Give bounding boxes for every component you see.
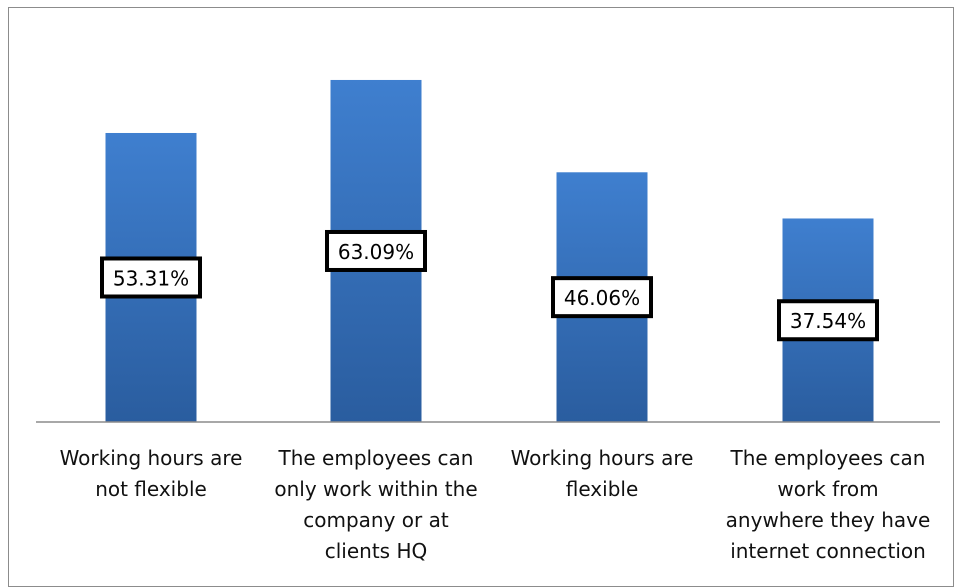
category-label-line: company or at [303, 508, 449, 532]
category-label-4: The employees can work from anywhere they … [715, 443, 941, 567]
data-label-1: 53.31% [100, 256, 202, 299]
data-label-box [777, 299, 879, 342]
data-label-text: 63.09% [338, 240, 414, 264]
data-label-text: 37.54% [790, 309, 866, 333]
category-label-line: internet connection [730, 539, 926, 563]
category-label-3: Working hours are flexible [489, 443, 715, 505]
data-label-3: 46.06% [551, 276, 653, 319]
category-label-2: The employees can only work within the com… [263, 443, 489, 567]
category-label-line: flexible [565, 477, 639, 501]
data-label-box [325, 229, 427, 272]
category-label-1: Working hours are not flexible [38, 443, 264, 505]
category-label-line: clients HQ [324, 539, 428, 563]
data-label-4: 37.54% [777, 299, 879, 342]
data-label-text: 53.31% [113, 266, 189, 290]
category-label-line: anywhere they have [725, 508, 931, 532]
category-label-line: only work within the [274, 477, 478, 501]
data-label-box [551, 276, 653, 319]
data-label-box [100, 256, 202, 299]
data-label-text: 46.06% [564, 286, 640, 310]
category-label-line: not flexible [95, 477, 207, 501]
category-label-line: The employees can [278, 446, 474, 470]
category-label-line: The employees can [730, 446, 926, 470]
data-label-2: 63.09% [325, 229, 427, 272]
category-label-line: Working hours are [510, 446, 694, 470]
category-label-line: Working hours are [59, 446, 243, 470]
category-label-line: work from [777, 477, 879, 501]
